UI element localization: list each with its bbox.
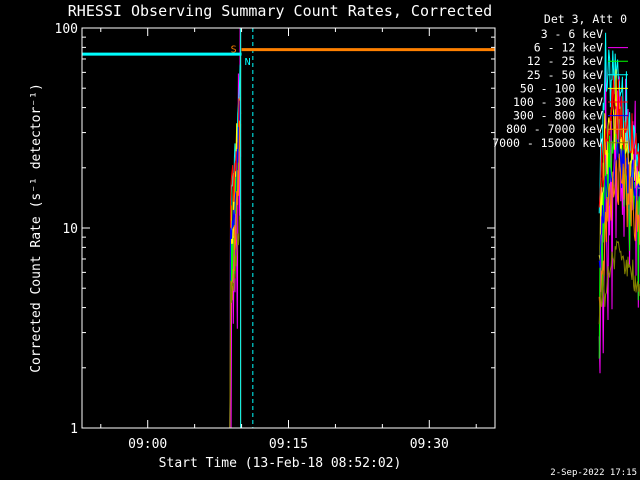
x-axis: 09:00 09:15 09:30 — [100, 28, 477, 452]
series-6-segment-2 — [598, 75, 640, 208]
series-7-segment-1 — [229, 100, 242, 429]
legend-label-2: 6 - 12 keV — [534, 41, 603, 55]
x-tick-label-2: 09:15 — [269, 437, 308, 452]
y-tick-label-3: 100 — [55, 22, 78, 37]
series-9 — [229, 202, 640, 429]
y-axis-label: Corrected Count Rate (s⁻¹ detector⁻¹) — [29, 83, 44, 373]
x-tick-label-1: 09:00 — [128, 437, 167, 452]
night-label: N — [245, 57, 251, 68]
saa-label: S — [231, 45, 237, 56]
series-6 — [229, 75, 640, 429]
legend-label-3: 12 - 25 keV — [527, 54, 603, 68]
legend-label-6: 100 - 300 keV — [513, 95, 603, 109]
y-tick-label-2: 10 — [62, 222, 78, 237]
legend-label-7: 300 - 800 keV — [513, 109, 603, 123]
chart-title: RHESSI Observing Summary Count Rates, Co… — [68, 2, 492, 20]
y-axis: 1 10 100 — [55, 22, 495, 437]
series-9-segment-1 — [229, 202, 242, 429]
legend-label-5: 50 - 100 keV — [520, 81, 603, 95]
legend-label-8: 800 - 7000 keV — [506, 122, 603, 136]
series-6-segment-1 — [229, 98, 242, 429]
series-2-segment-2 — [598, 49, 640, 374]
footer-timestamp: 2-Sep-2022 17:15 — [550, 468, 637, 478]
series-8-segment-2 — [598, 153, 640, 310]
legend-label-1: 3 - 6 keV — [541, 27, 603, 41]
legend-label-4: 25 - 50 keV — [527, 68, 603, 82]
legend-label-9: 7000 - 15000 keV — [492, 136, 603, 150]
series-9-segment-2 — [598, 240, 640, 325]
y-tick-label-1: 1 — [70, 422, 78, 437]
x-tick-label-3: 09:30 — [410, 437, 449, 452]
x-axis-label: Start Time (13-Feb-18 08:52:02) — [159, 456, 402, 471]
series-5-segment-2 — [598, 69, 640, 261]
legend-header: Det 3, Att 0 — [544, 12, 627, 26]
